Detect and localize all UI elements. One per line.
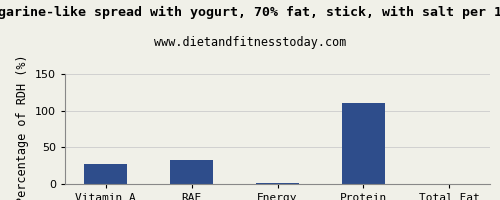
Y-axis label: Percentage of RDH (%): Percentage of RDH (%) [16, 54, 30, 200]
Bar [170, 160, 213, 184]
Text: www.dietandfitnesstoday.com: www.dietandfitnesstoday.com [154, 36, 346, 49]
Bar [256, 183, 299, 184]
Bar [342, 103, 385, 184]
Text: Margarine-like spread with yogurt, 70% fat, stick, with salt per 100g: Margarine-like spread with yogurt, 70% f… [0, 6, 500, 19]
Bar [84, 164, 127, 184]
